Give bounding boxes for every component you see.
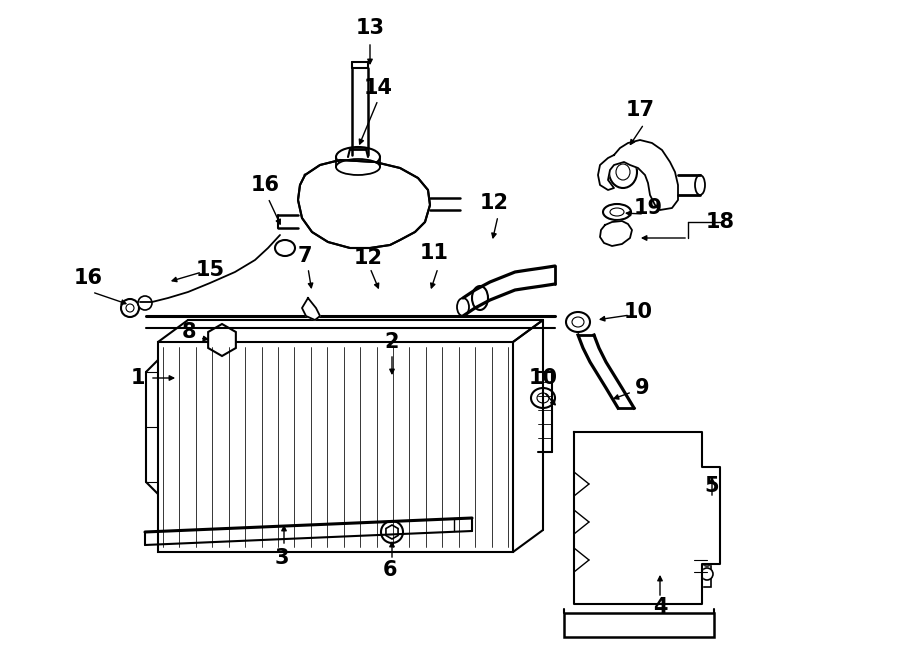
Ellipse shape xyxy=(138,296,152,310)
Text: 10: 10 xyxy=(624,302,652,322)
Text: 18: 18 xyxy=(706,212,734,232)
Ellipse shape xyxy=(701,568,713,580)
Text: 13: 13 xyxy=(356,18,384,38)
Text: 9: 9 xyxy=(634,378,649,398)
Bar xyxy=(589,512,692,577)
Text: 4: 4 xyxy=(652,597,667,617)
Text: 15: 15 xyxy=(195,260,225,280)
Ellipse shape xyxy=(275,240,295,256)
Text: 14: 14 xyxy=(364,78,392,98)
Bar xyxy=(158,342,513,552)
Polygon shape xyxy=(598,140,678,210)
Polygon shape xyxy=(302,298,320,320)
Polygon shape xyxy=(386,525,398,539)
Text: 19: 19 xyxy=(634,198,662,218)
Text: 5: 5 xyxy=(705,476,719,496)
Ellipse shape xyxy=(701,554,713,566)
Text: 16: 16 xyxy=(250,175,280,195)
Ellipse shape xyxy=(531,388,555,408)
Polygon shape xyxy=(208,324,236,356)
Polygon shape xyxy=(600,221,632,246)
Text: 12: 12 xyxy=(354,248,382,268)
Bar xyxy=(687,552,711,587)
Text: 12: 12 xyxy=(480,193,508,213)
Ellipse shape xyxy=(457,298,469,316)
Text: 17: 17 xyxy=(626,100,654,120)
Ellipse shape xyxy=(472,286,488,310)
Polygon shape xyxy=(298,160,430,248)
Text: 1: 1 xyxy=(130,368,145,388)
Polygon shape xyxy=(574,432,720,604)
Text: 16: 16 xyxy=(74,268,103,288)
Text: 7: 7 xyxy=(298,246,312,266)
Text: 11: 11 xyxy=(419,243,448,263)
Ellipse shape xyxy=(336,159,380,175)
Ellipse shape xyxy=(121,299,139,317)
Text: 2: 2 xyxy=(385,332,400,352)
Text: 8: 8 xyxy=(182,322,196,342)
Text: 6: 6 xyxy=(382,560,397,580)
Text: 10: 10 xyxy=(528,368,557,388)
Ellipse shape xyxy=(336,147,380,167)
Ellipse shape xyxy=(603,204,631,220)
Polygon shape xyxy=(609,226,623,242)
Ellipse shape xyxy=(381,521,403,543)
Ellipse shape xyxy=(126,304,134,312)
Text: 3: 3 xyxy=(274,548,289,568)
Ellipse shape xyxy=(566,312,590,332)
Bar xyxy=(564,613,714,637)
Ellipse shape xyxy=(609,156,637,188)
